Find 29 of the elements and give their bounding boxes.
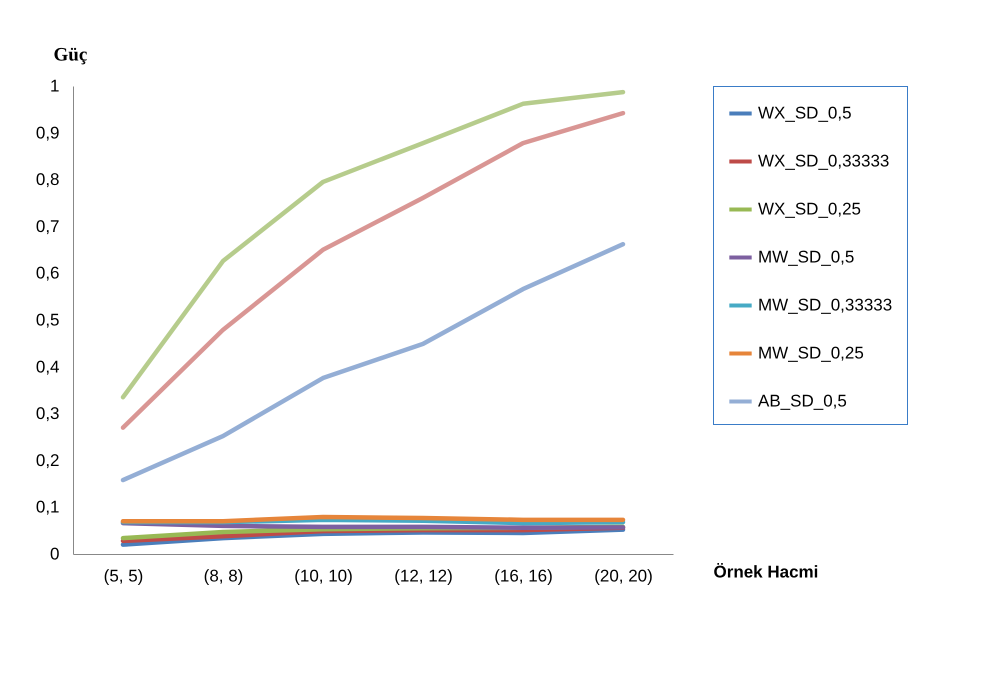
y-tick-label: 0,3: [36, 404, 60, 424]
x-tick-label: (12, 12): [394, 566, 453, 586]
line-series: [120, 110, 626, 430]
y-tick-label: 0,5: [36, 310, 60, 330]
y-tick-label: 0,6: [36, 264, 60, 283]
legend-label: WX_SD_0,33333: [758, 152, 890, 170]
y-tick-label: 0: [50, 544, 60, 564]
legend-label: MW_SD_0,33333: [758, 296, 892, 314]
legend-label: WX_SD_0,5: [758, 104, 852, 122]
x-tick-label: (16, 16): [494, 566, 553, 586]
y-tick-label: 0,2: [36, 450, 60, 470]
y-tick-label: 1: [50, 76, 60, 96]
y-tick-label: 0,1: [36, 498, 60, 517]
line-series: [120, 242, 626, 482]
x-tick-label: (20, 20): [594, 566, 653, 586]
legend-label: WX_SD_0,25: [758, 200, 861, 218]
x-tick-label: (10, 10): [294, 566, 353, 586]
legend-label: MW_SD_0,25: [758, 344, 864, 362]
y-axis-title: Güç: [54, 44, 88, 66]
line-series: [120, 90, 626, 400]
y-tick-label: 0,9: [36, 123, 60, 142]
y-tick-label: 0,8: [36, 170, 60, 190]
legend-label: AB_SD_0,5: [758, 392, 847, 410]
y-tick-label: 0,4: [36, 357, 60, 376]
legend-label: MW_SD_0,5: [758, 248, 854, 266]
x-tick-label: (5, 5): [104, 566, 144, 586]
x-axis-title: Örnek Hacmi: [714, 562, 818, 582]
y-tick-label: 0,7: [36, 216, 60, 236]
x-tick-label: (8, 8): [204, 566, 244, 586]
